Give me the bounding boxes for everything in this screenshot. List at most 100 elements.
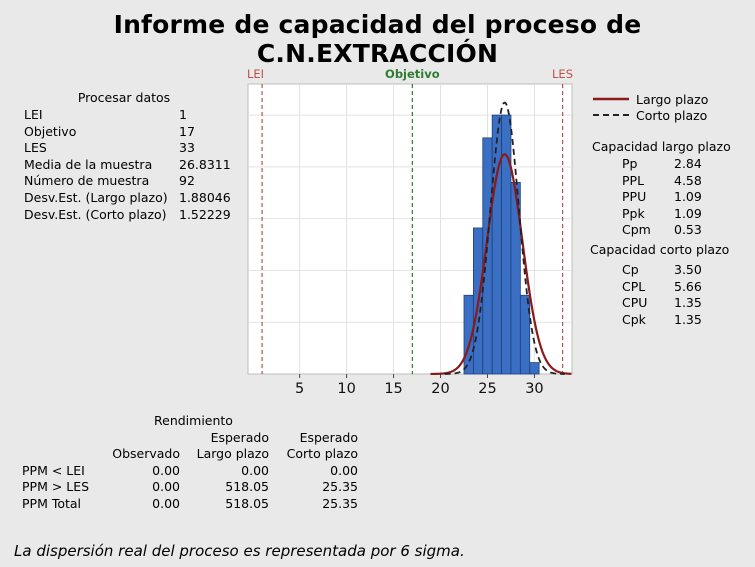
short-term-capability-label: CPL <box>622 278 646 294</box>
histogram-bar <box>491 114 502 375</box>
ppm-label: PPM < LEI <box>22 462 85 478</box>
process-data-row: Desv.Est. (Largo plazo) 1.88046 <box>24 190 239 207</box>
x-tick-label: 20 <box>431 381 449 397</box>
x-tick-label: 15 <box>384 381 402 397</box>
short-term-capability-row: CPL 5.66 <box>622 279 729 296</box>
process-data-rows: LEI 1 Objetivo 17 LES 33 Media de la muestra 26… <box>24 107 239 223</box>
x-tick-label: 30 <box>525 381 543 397</box>
curve-largo-plazo <box>430 153 572 376</box>
short-term-capability-value: 1.35 <box>674 295 702 311</box>
long-term-capability-value: 1.09 <box>674 205 702 221</box>
ppm-observed: 0.00 <box>152 479 180 495</box>
long-term-capability-label: Cpm <box>622 222 651 238</box>
short-term-capability-label: Cp <box>622 262 639 277</box>
long-term-capability-header: Capacidad largo plazo <box>592 139 731 154</box>
process-data-label: LEI <box>24 107 43 122</box>
process-data-label: Desv.Est. (Largo plazo) <box>24 189 168 205</box>
process-data-row: LEI 1 <box>24 107 239 124</box>
short-term-capability-value: 5.66 <box>674 278 702 294</box>
process-data-value: 92 <box>179 173 195 189</box>
long-term-capability-value: 4.58 <box>674 172 702 188</box>
spec-label-les: LES <box>552 67 573 81</box>
legend-long-term-label: Largo plazo <box>636 91 709 107</box>
ppm-expected-short: 25.35 <box>322 479 358 495</box>
histogram-bars <box>463 114 540 375</box>
legend-short-term-label: Corto plazo <box>636 107 708 123</box>
performance-header: Rendimiento <box>154 413 233 428</box>
spec-label-objetivo: Objetivo <box>385 67 440 81</box>
legend-short-term-swatch <box>593 114 629 116</box>
col-expected-short-line2: Corto plazo <box>286 446 358 462</box>
long-term-capability-row: PPL 4.58 <box>622 173 731 190</box>
ppm-label: PPM > LES <box>22 479 90 495</box>
col-expected-long-line2: Largo plazo <box>196 446 269 462</box>
col-observed: Observado <box>112 446 180 462</box>
legend-short-term: Corto plazo <box>592 107 708 123</box>
process-data-row: Objetivo 17 <box>24 124 239 141</box>
ppm-expected-short: 25.35 <box>322 495 358 511</box>
short-term-capability-header: Capacidad corto plazo <box>590 242 730 257</box>
long-term-capability-panel: Capacidad largo plazo Pp 2.84 PPL 4.58 PPU 1.… <box>592 139 731 239</box>
performance-panel: Rendimiento Esperado Esperado Observado … <box>22 413 358 513</box>
process-data-row: Número de muestra 92 <box>24 173 239 190</box>
ppm-observed: 0.00 <box>152 495 180 511</box>
short-term-capability-label: CPU <box>622 295 648 311</box>
short-term-capability-row: CPU 1.35 <box>622 295 729 312</box>
short-term-capability-row: Cpk 1.35 <box>622 312 729 329</box>
spec-lines: LEI Objetivo LES <box>247 67 573 374</box>
short-term-capability-label: Cpk <box>622 311 646 327</box>
ppm-expected-long: 518.05 <box>225 495 269 511</box>
process-data-row: Media de la muestra 26.8311 <box>24 157 239 174</box>
long-term-capability-row: Cpm 0.53 <box>622 222 731 239</box>
ppm-expected-long: 0.00 <box>241 462 269 478</box>
spec-label-lei: LEI <box>247 67 264 81</box>
short-term-capability-panel: Capacidad corto plazo Cp 3.50 CPL 5.66 CPU 1.… <box>590 242 729 328</box>
histogram-bar <box>510 181 521 375</box>
legend-long-term: Largo plazo <box>592 91 708 107</box>
long-term-capability-row: PPU 1.09 <box>622 189 731 206</box>
long-term-capability-label: PPL <box>622 172 645 188</box>
process-data-value: 1.52229 <box>179 206 231 222</box>
process-data-value: 1.88046 <box>179 189 231 205</box>
process-data-value: 26.8311 <box>179 156 231 172</box>
performance-table: Rendimiento Esperado Esperado Observado … <box>22 413 358 513</box>
x-tick-label: 5 <box>295 381 304 397</box>
process-data-value: 1 <box>179 107 187 122</box>
long-term-capability-rows: Pp 2.84 PPL 4.58 PPU 1.09 Ppk 1.09 Cpm 0.53 <box>592 156 731 239</box>
process-data-label: Objetivo <box>24 123 77 139</box>
footnote: La dispersión real del proceso es repres… <box>14 542 465 560</box>
ppm-expected-short: 0.00 <box>330 462 358 478</box>
long-term-capability-value: 1.09 <box>674 189 702 205</box>
process-data-label: Media de la muestra <box>24 156 153 172</box>
x-axis-ticks: 5 10 15 20 25 30 <box>295 374 544 397</box>
page-title: Informe de capacidad del proceso de C.N.… <box>113 10 642 68</box>
long-term-capability-label: PPU <box>622 189 647 205</box>
short-term-capability-rows: Cp 3.50 CPL 5.66 CPU 1.35 Cpk 1.35 <box>590 259 729 328</box>
long-term-capability-row: Pp 2.84 <box>622 156 731 173</box>
process-data-label: Desv.Est. (Corto plazo) <box>24 206 167 222</box>
short-term-capability-value: 3.50 <box>674 262 702 277</box>
long-term-capability-value: 2.84 <box>674 156 702 171</box>
process-data-value: 17 <box>179 123 195 139</box>
performance-row: PPM Total 0.00 518.05 25.35 <box>22 496 358 513</box>
curve-corto-plazo <box>444 101 565 375</box>
x-tick-label: 10 <box>337 381 355 397</box>
ppm-label: PPM Total <box>22 495 82 511</box>
col-expected-short-line1: Esperado <box>299 429 358 445</box>
process-data-label: Número de muestra <box>24 173 150 189</box>
long-term-capability-label: Ppk <box>622 205 645 221</box>
long-term-capability-label: Pp <box>622 156 638 171</box>
histogram-bar <box>529 362 540 375</box>
long-term-capability-value: 0.53 <box>674 222 702 238</box>
ppm-expected-long: 518.05 <box>225 479 269 495</box>
col-expected-long-line1: Esperado <box>210 429 269 445</box>
distribution-curves <box>430 101 572 376</box>
capability-histogram: LEI Objetivo LES 5 10 15 20 25 30 <box>247 67 573 397</box>
performance-rows: PPM < LEI 0.00 0.00 0.00 PPM > LES 0.00 518.05… <box>22 463 358 513</box>
performance-row: PPM < LEI 0.00 0.00 0.00 <box>22 463 358 480</box>
process-data-value: 33 <box>179 140 195 156</box>
histogram-bar <box>519 294 531 375</box>
ppm-observed: 0.00 <box>152 462 180 478</box>
performance-row: PPM > LES 0.00 518.05 25.35 <box>22 479 358 496</box>
process-data-row: LES 33 <box>24 140 239 157</box>
